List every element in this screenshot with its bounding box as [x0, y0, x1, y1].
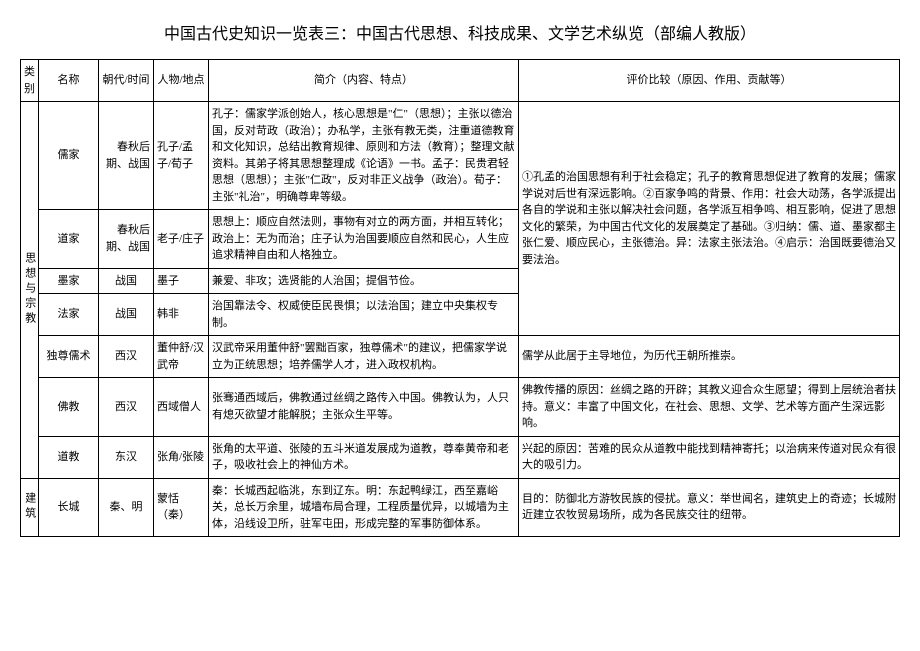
cell-eval: 儒学从此居于主导地位，为历代王朝所推崇。: [519, 336, 900, 378]
table-row: 建筑 长城 秦、明 蒙恬（秦） 秦：长城西起临洮，东到辽东。明：东起鸭绿江，西至…: [21, 478, 900, 537]
cell-person: 老子/庄子: [154, 210, 209, 269]
cell-time: 战国: [99, 268, 154, 294]
cell-time: 春秋后期、战国: [99, 102, 154, 210]
cell-person: 孔子/孟子/荀子: [154, 102, 209, 210]
cell-intro: 兼爱、非攻；选贤能的人治国；提倡节俭。: [209, 268, 519, 294]
table-row: 佛教 西汉 西域僧人 张骞通西域后，佛教通过丝绸之路传入中国。佛教认为，人只有熄…: [21, 378, 900, 437]
header-category: 类别: [21, 60, 39, 102]
category-building: 建筑: [21, 478, 39, 537]
header-person: 人物/地点: [154, 60, 209, 102]
cell-eval-schools: ①孔孟的治国思想有利于社会稳定；孔子的教育思想促进了教育的发展；儒家学说对后世有…: [519, 102, 900, 336]
cell-person: 韩非: [154, 294, 209, 336]
cell-eval: 目的：防御北方游牧民族的侵扰。意义：举世闻名，建筑史上的奇迹；长城附近建立农牧贸…: [519, 478, 900, 537]
cell-time: 秦、明: [99, 478, 154, 537]
cell-person: 张角/张陵: [154, 436, 209, 478]
cell-time: 春秋后期、战国: [99, 210, 154, 269]
header-name: 名称: [39, 60, 99, 102]
header-row: 类别 名称 朝代/时间 人物/地点 简介（内容、特点） 评价比较（原因、作用、贡…: [21, 60, 900, 102]
cell-name: 独尊儒术: [39, 336, 99, 378]
cell-intro: 张骞通西域后，佛教通过丝绸之路传入中国。佛教认为，人只有熄灭欲望才能解脱；主张众…: [209, 378, 519, 437]
table-row: 独尊儒术 西汉 董仲舒/汉武帝 汉武帝采用董仲舒"罢黜百家，独尊儒术"的建议，把…: [21, 336, 900, 378]
cell-person: 董仲舒/汉武帝: [154, 336, 209, 378]
cell-name: 长城: [39, 478, 99, 537]
cell-time: 东汉: [99, 436, 154, 478]
cell-intro: 孔子：儒家学派创始人，核心思想是"仁"（思想）；主张以德治国，反对苛政（政治）；…: [209, 102, 519, 210]
cell-person: 墨子: [154, 268, 209, 294]
cell-time: 战国: [99, 294, 154, 336]
history-table: 类别 名称 朝代/时间 人物/地点 简介（内容、特点） 评价比较（原因、作用、贡…: [20, 59, 900, 537]
cell-eval: 兴起的原因：苦难的民众从道教中能找到精神寄托；以治病来传道对民众有很大的吸引力。: [519, 436, 900, 478]
cell-name: 道教: [39, 436, 99, 478]
table-row: 道教 东汉 张角/张陵 张角的太平道、张陵的五斗米道发展成为道教，尊奉黄帝和老子…: [21, 436, 900, 478]
cell-intro: 思想上：顺应自然法则，事物有对立的两方面，并相互转化；政治上：无为而治；庄子认为…: [209, 210, 519, 269]
page-title: 中国古代史知识一览表三：中国古代思想、科技成果、文学艺术纵览（部编人教版）: [20, 20, 900, 44]
cell-intro: 秦：长城西起临洮，东到辽东。明：东起鸭绿江，西至嘉峪关，总长万余里，城墙布局合理…: [209, 478, 519, 537]
cell-eval: 佛教传播的原因：丝绸之路的开辟；其教义迎合众生愿望；得到上层统治者扶持。意义：丰…: [519, 378, 900, 437]
cell-name: 道家: [39, 210, 99, 269]
cell-name: 儒家: [39, 102, 99, 210]
cell-time: 西汉: [99, 336, 154, 378]
header-eval: 评价比较（原因、作用、贡献等）: [519, 60, 900, 102]
cell-name: 墨家: [39, 268, 99, 294]
cell-time: 西汉: [99, 378, 154, 437]
header-intro: 简介（内容、特点）: [209, 60, 519, 102]
cell-name: 佛教: [39, 378, 99, 437]
cell-person: 西域僧人: [154, 378, 209, 437]
category-thought: 思想与宗教: [21, 102, 39, 479]
cell-intro: 治国靠法令、权威使臣民畏惧；以法治国；建立中央集权专制。: [209, 294, 519, 336]
cell-intro: 汉武帝采用董仲舒"罢黜百家，独尊儒术"的建议，把儒家学说立为正统思想；培养儒学人…: [209, 336, 519, 378]
cell-intro: 张角的太平道、张陵的五斗米道发展成为道教，尊奉黄帝和老子，吸收社会上的神仙方术。: [209, 436, 519, 478]
header-time: 朝代/时间: [99, 60, 154, 102]
table-row: 思想与宗教 儒家 春秋后期、战国 孔子/孟子/荀子 孔子：儒家学派创始人，核心思…: [21, 102, 900, 210]
cell-person: 蒙恬（秦）: [154, 478, 209, 537]
cell-name: 法家: [39, 294, 99, 336]
